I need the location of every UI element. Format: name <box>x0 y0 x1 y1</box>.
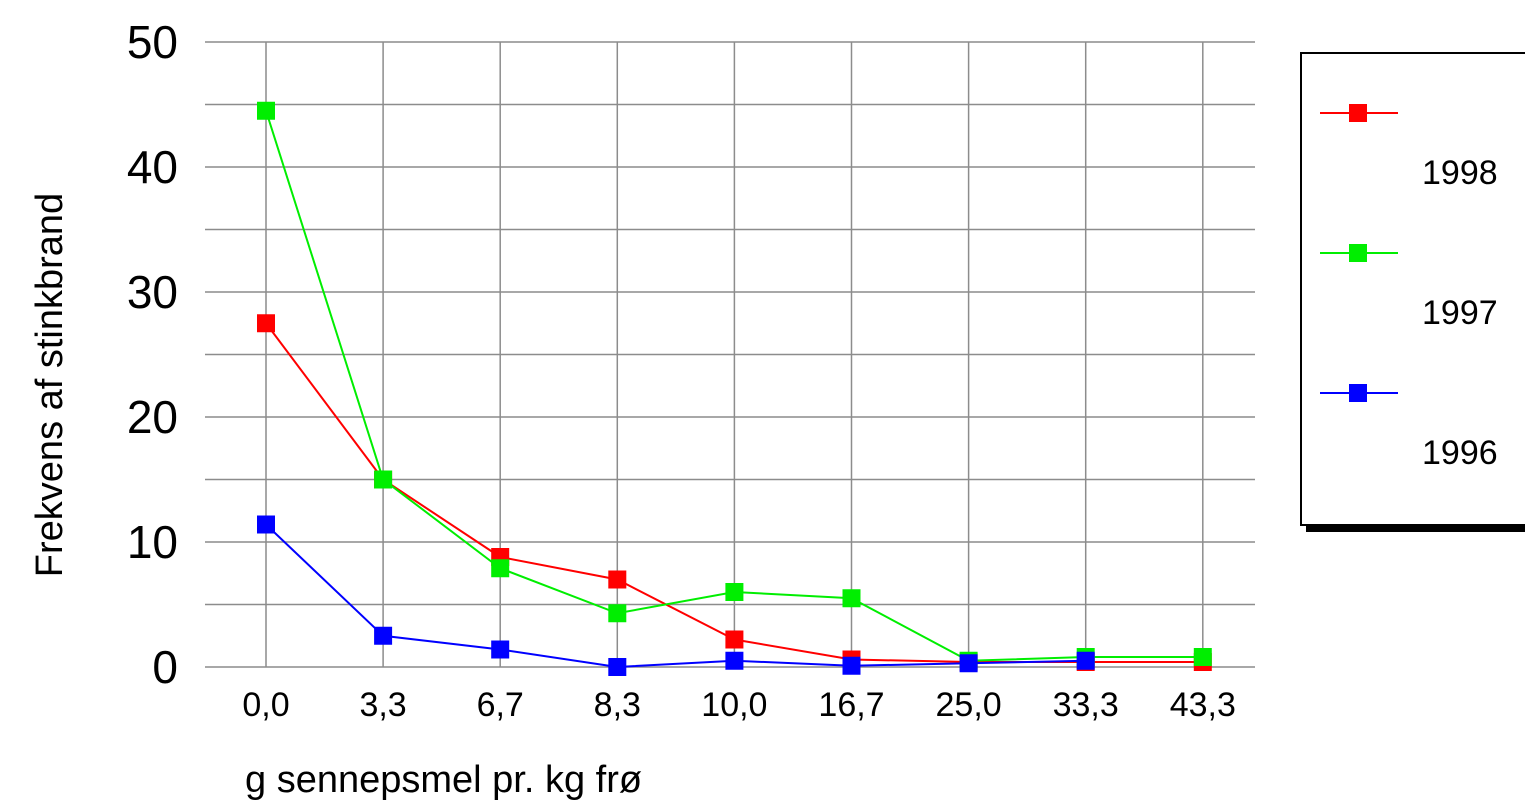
x-tick-label: 3,3 <box>359 686 406 724</box>
data-point-1996 <box>725 651 744 670</box>
data-point-1997 <box>842 589 861 608</box>
data-point-1997 <box>491 559 510 578</box>
legend-label-1998: 1998 <box>1422 154 1498 192</box>
x-tick-label: 25,0 <box>936 686 1002 724</box>
data-point-1998 <box>257 314 275 333</box>
data-point-1997 <box>374 470 393 489</box>
legend-marker-1997 <box>1349 244 1367 262</box>
legend-label-1996: 1996 <box>1422 434 1498 472</box>
y-tick-label: 40 <box>127 141 178 193</box>
series-1996 <box>257 515 1095 676</box>
legend-marker-1996 <box>1349 384 1367 402</box>
legend-item-1998: 1998 <box>1320 54 1520 192</box>
legend-marker-1998 <box>1349 104 1367 122</box>
data-point-1997 <box>257 101 275 120</box>
data-point-1996 <box>491 640 510 659</box>
x-axis-label: g sennepsmel pr. kg frø <box>245 759 642 801</box>
x-tick-label: 43,3 <box>1170 686 1236 724</box>
data-point-1996 <box>1076 651 1095 670</box>
series-layer <box>257 101 1212 676</box>
x-tick-label: 6,7 <box>477 686 524 724</box>
y-tick-label: 20 <box>127 391 178 443</box>
y-axis-label: Frekvens af stinkbrand <box>29 193 71 577</box>
series-1997 <box>257 101 1212 670</box>
y-axis-ticks: 0 10 20 30 40 50 <box>127 16 178 693</box>
data-point-1996 <box>257 515 275 534</box>
series-line-1996 <box>265 523 1086 669</box>
data-point-1996 <box>608 658 627 676</box>
data-point-1998 <box>725 630 744 649</box>
data-point-1996 <box>374 626 393 645</box>
data-point-1997 <box>1193 648 1212 666</box>
legend: 1998 1997 1996 <box>1300 52 1525 526</box>
y-tick-label: 30 <box>127 266 178 318</box>
y-tick-label: 0 <box>152 641 178 693</box>
x-tick-label: 0,0 <box>242 686 289 724</box>
legend-item-1997: 1997 <box>1320 194 1520 332</box>
x-tick-label: 16,7 <box>818 686 884 724</box>
x-axis-labels: 0,0 3,3 6,7 8,3 10,0 16,7 25,0 33,3 43,3 <box>242 686 1236 724</box>
y-tick-label: 10 <box>127 516 178 568</box>
legend-item-1996: 1996 <box>1320 334 1520 472</box>
data-point-1996 <box>959 654 978 673</box>
x-tick-label: 33,3 <box>1053 686 1119 724</box>
x-tick-label: 10,0 <box>701 686 767 724</box>
data-point-1998 <box>608 570 627 589</box>
x-tick-label: 8,3 <box>594 686 641 724</box>
data-point-1997 <box>725 583 744 601</box>
chart-grid <box>205 41 1255 668</box>
data-point-1997 <box>608 604 627 623</box>
y-tick-label: 50 <box>127 16 178 68</box>
data-point-1996 <box>842 656 861 675</box>
legend-label-1997: 1997 <box>1422 294 1498 332</box>
